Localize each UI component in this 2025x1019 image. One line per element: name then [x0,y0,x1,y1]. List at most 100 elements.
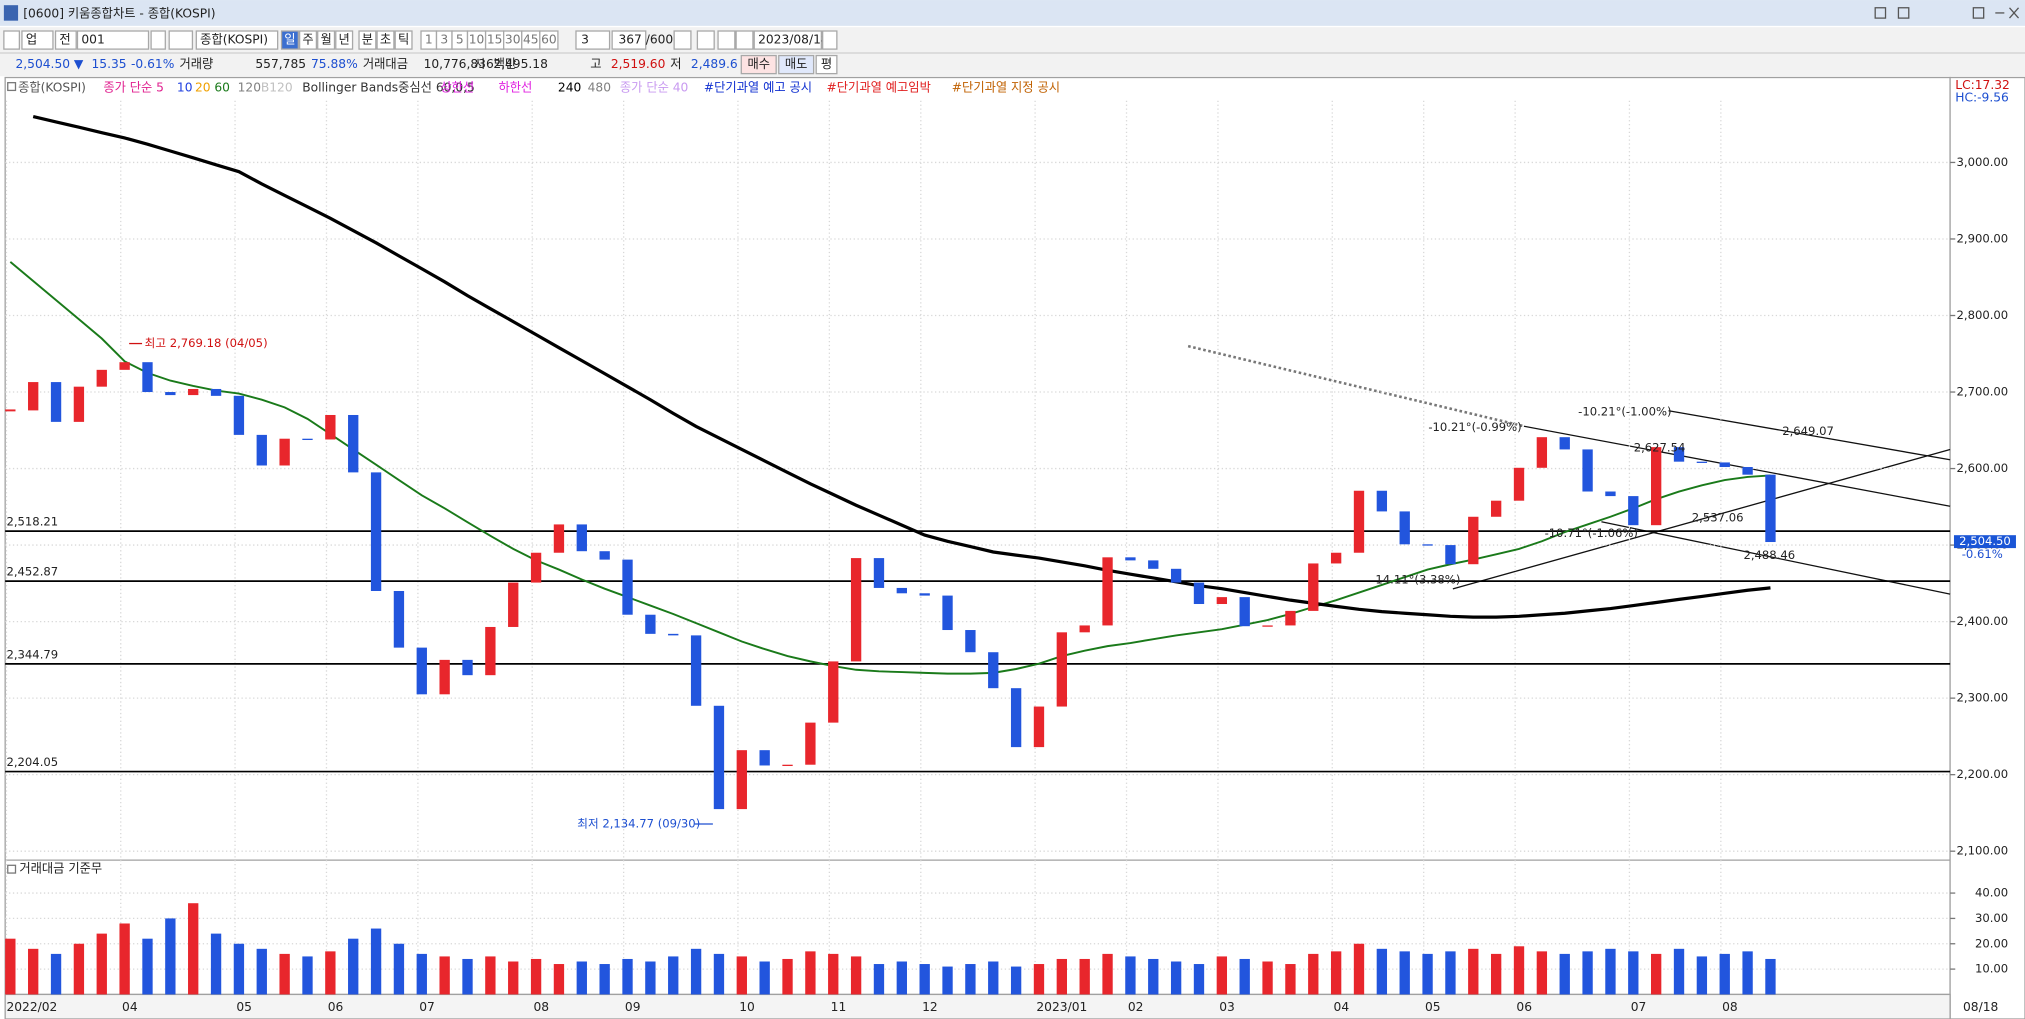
high: 2,519.60 [611,57,666,71]
candle [1285,610,1296,626]
period-button[interactable] [298,30,318,50]
legend-item: 60 [214,80,230,94]
candle [896,587,907,594]
x-end-label: 08/18 [1963,1000,1998,1014]
legend-item: #단기과열 지정 공시 [952,80,1060,94]
volume-bar [348,938,359,995]
volume-bar [576,961,587,995]
x-tick-label: 08 [1722,1000,1738,1014]
interval-label: 45 [523,33,539,47]
volume-bar [736,956,747,995]
legend-item: 종합(KOSPI) [18,80,86,94]
candle [485,626,496,676]
tool-button[interactable] [717,30,736,50]
volume-bar [1719,953,1730,995]
trend-line [1452,448,1951,590]
volume-bar [1445,951,1456,995]
button[interactable] [168,30,194,50]
volume-bar [1308,953,1319,995]
tool-button[interactable] [735,30,754,50]
period-button[interactable] [280,30,299,50]
search-button[interactable] [150,30,166,50]
volume-bar [188,903,199,995]
candle [1696,461,1708,463]
period-button[interactable] [335,30,354,50]
tool-button[interactable] [696,30,715,50]
volume-bar [690,948,702,995]
period-button[interactable] [317,30,336,50]
volume-bar [73,943,85,995]
volume-bar [1582,951,1593,995]
candle [919,593,930,596]
button[interactable] [54,30,77,50]
last-change-label: -0.61% [1962,547,2003,561]
volume-bar [96,933,107,995]
volume-bar [1559,953,1570,995]
volume-bar [1650,953,1662,995]
trend-line [1668,410,1951,461]
period-button[interactable] [358,30,377,50]
count-max: /600 [646,33,674,47]
candle [188,388,199,396]
legend-item: 하한선 [499,80,533,94]
tool-button[interactable] [673,30,692,50]
candle [690,635,702,706]
buy-button[interactable] [740,54,777,75]
sell-button[interactable] [778,54,815,75]
candle [759,750,770,766]
lc-label: LC:17.32 [1955,78,2010,92]
legend-item: 480 [588,80,611,94]
volume-bar [850,956,862,995]
y-tick-label: 2,600.00 [1957,461,2009,475]
trend-label: 14.11°(3.38%) [1375,572,1460,586]
volume-bar [1628,951,1639,995]
candle [850,558,862,662]
y-tick-label: 3,000.00 [1957,155,2009,169]
volume-ratio: 75.88% [311,57,358,71]
candle [576,524,587,552]
count-step[interactable] [575,30,611,50]
high-annotation: 최고 2,769.18 (04/05) [145,336,268,350]
candle [119,362,130,370]
legend-item: 240 [558,80,581,94]
chart-panel [4,76,1951,996]
trend-line [1187,344,1525,428]
period-button[interactable] [376,30,395,50]
volume-bar [1468,948,1479,995]
legend-item: 10 [177,80,193,94]
interval-label: 30 [505,33,521,47]
candle [1056,632,1067,707]
volume-bar [1216,956,1228,995]
interval-button[interactable] [539,30,559,50]
legend-item: 종가 단순 5 [103,80,164,94]
period-button[interactable] [394,30,413,50]
date-text: 2023/08/18 [758,33,829,47]
volume-bar [1102,953,1113,995]
trend-lines [1187,344,1951,595]
period-label: 일 [284,33,295,47]
level-label: 2,204.05 [6,755,58,769]
button[interactable] [3,30,21,50]
buy-label: 매수 [747,57,770,71]
candle [645,614,656,634]
volume-bar [1170,961,1182,995]
volume-bar [1376,948,1388,995]
button[interactable] [21,30,54,50]
calendar-button[interactable] [822,30,838,50]
trend-label: -10.71°(-1.06%) [1545,526,1638,540]
candle [1559,437,1570,450]
trend-label: -10.21°(-0.99%) [1428,420,1521,434]
interval-label: 1 [425,33,433,47]
volume-bar [645,961,656,995]
date-input[interactable] [753,30,823,50]
count-input[interactable] [611,30,647,50]
candle [1628,496,1639,526]
code-input[interactable] [76,30,150,50]
avg-button[interactable] [815,54,838,75]
candle [828,661,839,723]
label: 거래대금 [363,57,408,71]
x-tick-label: 12 [922,1000,938,1014]
x-tick-label: 06 [328,1000,344,1014]
candle [988,652,999,689]
